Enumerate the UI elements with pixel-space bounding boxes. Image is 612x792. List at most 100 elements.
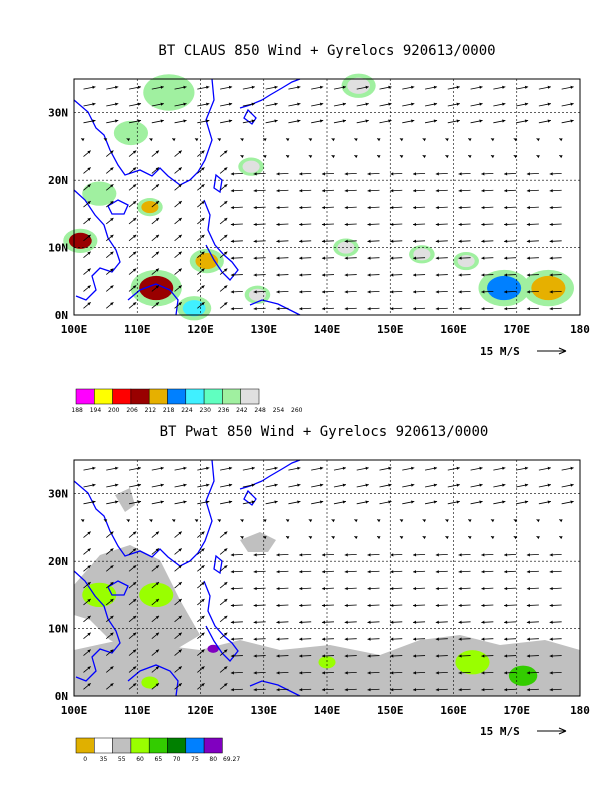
panel-1-wind-arrowhead: [115, 119, 119, 123]
panel-2-wind-arrowhead: [132, 565, 137, 569]
panel-1-wind-arrowhead: [178, 150, 182, 154]
panel-2-wind-arrowhead: [513, 536, 518, 540]
panel-1-wind-arrowhead: [399, 155, 404, 159]
panel-1-wind-arrowhead: [390, 307, 394, 311]
panel-2-wind-arrowhead: [413, 603, 417, 608]
panel-2-colorbar-swatch: [185, 737, 205, 754]
panel-2-y-tick: 20N: [48, 555, 68, 568]
panel-2-x-tick: 130E: [251, 704, 278, 717]
panel-1-wind-arrowhead: [524, 85, 529, 89]
panel-1-wind-arrowhead: [344, 172, 348, 176]
panel-2-wind-arrowhead: [137, 466, 142, 470]
panel-2-wind-arrowhead: [367, 586, 371, 591]
panel-2-wind-arrowhead: [331, 519, 335, 523]
panel-1-shade-patch: [413, 248, 431, 261]
panel-1-wind-arrowhead: [479, 119, 483, 123]
panel-2-wind-arrowhead: [178, 531, 182, 535]
panel-1-coastline: [73, 78, 301, 316]
panel-2-vector-scale: 15 M/S: [480, 725, 567, 738]
panel-2-wind-arrowhead: [299, 654, 303, 658]
panel-2-coast-indochina: [73, 570, 121, 682]
panel-1-wind-arrowhead: [365, 102, 369, 106]
panel-2-wind-arrowhead: [319, 500, 324, 504]
panel-2-wind-arrowhead: [201, 615, 205, 619]
panel-2-wind-arrowhead: [132, 649, 137, 653]
panel-2-colorbar-swatch: [148, 737, 168, 754]
panel-1-vector-scale-label: 15 M/S: [480, 345, 520, 358]
panel-2-shade-patch: [318, 656, 336, 669]
panel-1-colorbar-label: 188: [71, 407, 83, 414]
panel-2-wind-arrowhead: [570, 500, 574, 504]
panel-2-wind-arrowhead: [367, 637, 371, 641]
panel-2-wind-arrowhead: [365, 500, 369, 504]
panel-1-wind-arrowhead: [456, 85, 460, 89]
panel-1-wind-arrowhead: [132, 234, 137, 238]
panel-1-wind-arrowhead: [413, 239, 417, 243]
panel-2-wind-arrowhead: [297, 466, 301, 470]
panel-2-wind-arrowhead: [388, 500, 392, 504]
panel-2-wind-arrowhead: [201, 632, 205, 636]
panel-1-wind-arrowhead: [481, 290, 485, 294]
panel-2-wind-arrowhead: [413, 586, 417, 591]
panel-1-wind-arrowhead: [110, 234, 114, 238]
panel-2-wind-arrowhead: [549, 654, 553, 658]
panel-1-wind-arrowhead: [87, 184, 91, 188]
panel-1-wind-arrowhead: [299, 222, 303, 227]
panel-1-wind-arrowhead: [549, 273, 553, 277]
panel-1-wind-arrowhead: [178, 234, 182, 238]
panel-1-wind-arrowhead: [413, 222, 417, 227]
panel-2-wind-arrowhead: [344, 654, 348, 658]
panel-1-wind-arrowhead: [201, 285, 205, 289]
panel-2-wind-arrowhead: [390, 671, 394, 675]
panel-2-shade-patch: [139, 582, 174, 607]
panel-2-coast-kyushu: [243, 489, 257, 506]
panel-2-wind-arrowhead: [155, 632, 159, 636]
panel-2-y-tick: 0N: [55, 690, 68, 703]
panel-2-x-tick-labels: 100E 110E 120E 130E 140E 150E 160E 170E 180: [61, 704, 590, 717]
panel-2-wind-arrowhead: [435, 553, 439, 557]
panel-2-wind-arrowhead: [92, 500, 96, 504]
panel-1-wind-arrowhead: [228, 119, 233, 123]
panel-1-wind-arrowhead: [504, 239, 508, 243]
panel-1-wind-arrowhead: [308, 155, 313, 159]
panel-1-wind-arrowhead: [299, 256, 303, 260]
panel-2-x-tick: 140E: [314, 704, 341, 717]
panel-2-wind-arrowhead: [390, 586, 394, 591]
panel-2-wind-arrowhead: [115, 466, 119, 470]
panel-1-wind-arrowhead: [230, 189, 234, 193]
panel-2-wind-arrowhead: [411, 483, 415, 487]
panel-2-wind-arrowhead: [183, 483, 187, 487]
panel-1-wind-arrowhead: [344, 239, 348, 243]
panel-1-wind-arrowhead: [321, 307, 326, 311]
panel-1-wind-arrowhead: [274, 119, 278, 123]
panel-2-wind-arrowhead: [490, 519, 495, 523]
panel-1-wind-arrowhead: [433, 85, 438, 89]
panel-2-wind-arrowhead: [526, 586, 530, 591]
panel-1-colorbar-label: 260: [291, 407, 303, 414]
panel-1-wind-arrowhead: [87, 217, 91, 222]
panel-1-wind-arrowhead: [481, 222, 485, 227]
panel-2-wind-arrowhead: [92, 466, 96, 470]
panel-2-wind-arrowhead: [526, 654, 530, 658]
panel-2-wind-arrowhead: [367, 654, 371, 658]
panel-1-wind-arrowhead: [137, 85, 142, 89]
panel-1-wind-arrowhead: [276, 205, 280, 210]
panel-2-wind-arrowhead: [388, 483, 392, 487]
panel-2-wind-arrowhead: [411, 500, 415, 504]
panel-2-wind-arrowhead: [126, 519, 131, 523]
panel-1-wind-arrowhead: [435, 189, 439, 193]
panel-2-wind-arrowhead: [251, 483, 255, 487]
panel-2-wind-arrowhead: [435, 570, 439, 574]
panel-1-wind-arrowhead: [445, 155, 449, 159]
panel-1-wind-arrowhead: [223, 268, 228, 272]
panel-1-wind-arrowhead: [411, 85, 415, 89]
panel-1-wind-arrowhead: [481, 273, 485, 277]
panel-1-wind-arrowhead: [547, 85, 551, 89]
panel-2-wind-arrowhead: [481, 570, 485, 574]
panel-2-wind-arrowhead: [87, 615, 91, 619]
panel-1-wind-arrowhead: [390, 273, 394, 277]
panel-1-wind-arrowhead: [549, 239, 553, 243]
panel-2-wind-arrowhead: [132, 531, 137, 535]
panel-2-wind-arrowhead: [377, 536, 381, 540]
